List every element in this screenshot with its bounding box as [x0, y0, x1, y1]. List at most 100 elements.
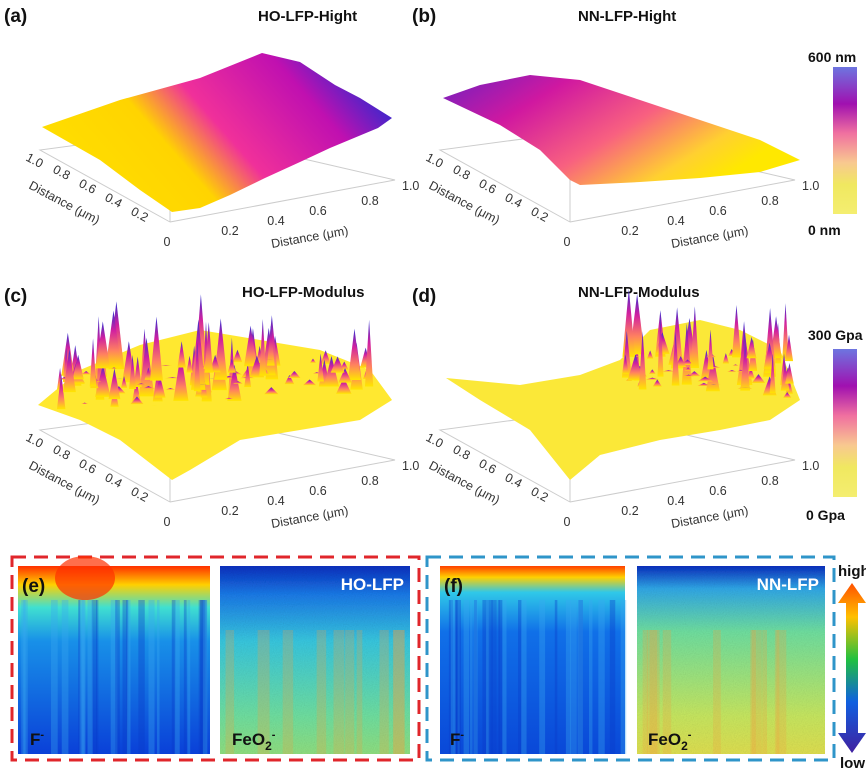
x-tick-label: 1.0	[802, 179, 819, 193]
heatmap-stripe	[175, 600, 180, 754]
x-tick-label: 0.6	[709, 204, 726, 218]
heatmap-stripe	[610, 600, 615, 754]
heatmap-stripe	[345, 630, 354, 754]
ho-lfp-label: HO-LFP	[341, 575, 404, 594]
y-tick-label: 0.4	[103, 470, 125, 491]
heatmap-stripe	[555, 600, 558, 754]
y-tick-label: 0.4	[503, 470, 525, 491]
y-tick-label: 0.4	[103, 190, 125, 211]
heatmap-stripe	[474, 600, 478, 754]
scale-low-label: low	[840, 755, 865, 770]
colorbar1-max-label: 600 nm	[808, 49, 856, 65]
panel-label-c: (c)	[4, 286, 27, 307]
colorbar2-max-label: 300 Gpa	[808, 327, 863, 343]
heatmap-stripe	[518, 600, 521, 754]
x-tick-label: 0.2	[221, 224, 238, 238]
heatmap-stripe	[713, 630, 721, 754]
y-tick-label: 1.0	[24, 150, 46, 171]
x-tick-label: 1.0	[402, 459, 419, 473]
heatmap-stripe	[23, 600, 25, 754]
colorbar-modulus	[833, 349, 857, 497]
x-tick-label: 0.6	[309, 484, 326, 498]
heatmap-stripe	[470, 600, 473, 754]
y-tick-label: 1.0	[424, 150, 446, 171]
y-tick-label: 1.0	[24, 430, 46, 451]
x-tick-label: 0.6	[709, 484, 726, 498]
y-tick-label: 0.2	[529, 204, 551, 225]
nn-lfp-label: NN-LFP	[757, 575, 819, 594]
heatmap-stripe	[317, 630, 326, 754]
y-tick-label: 0.8	[451, 162, 473, 183]
x-tick-label: 0.8	[361, 474, 378, 488]
x-tick-label: 0.2	[621, 504, 638, 518]
panel-label-d: (d)	[412, 286, 436, 307]
surface-c-base	[38, 330, 392, 480]
colorbar1-min-label: 0 nm	[808, 222, 841, 238]
y-tick-label: 0.6	[77, 176, 99, 197]
x-tick-label: 0.4	[667, 214, 684, 228]
heatmap-stripe	[498, 600, 500, 754]
y-tick-label: 0.2	[129, 204, 151, 225]
panel-title-a: HO-LFP-Hight	[258, 8, 357, 25]
heatmap-stripe	[51, 600, 58, 754]
heatmap-stripe	[127, 600, 131, 754]
heatmap-stripe	[762, 630, 767, 754]
heatmap-stripe	[187, 600, 190, 754]
heatmap-stripe	[96, 600, 98, 754]
heatmap-stripe	[502, 600, 506, 754]
heatmap-e-hotspot	[55, 556, 115, 600]
heatmap-stripe	[776, 630, 786, 754]
heatmap-stripe	[539, 600, 545, 754]
y-tick-label: 0.8	[451, 442, 473, 463]
heatmap-stripe	[149, 600, 155, 754]
surface-spike	[90, 338, 97, 386]
heatmap-stripe	[157, 600, 160, 754]
x-tick-label: 0	[164, 235, 171, 249]
surface-b	[443, 75, 800, 185]
panel-title-b: NN-LFP-Hight	[578, 8, 676, 25]
x-tick-label: 0.4	[267, 494, 284, 508]
heatmap-stripe	[570, 600, 577, 754]
heatmap-stripe	[203, 600, 207, 754]
y-tick-label: 0.8	[51, 442, 73, 463]
y-tick-label: 0.6	[77, 456, 99, 477]
y-tick-label: 1.0	[424, 430, 446, 451]
x-tick-label: 0.4	[267, 214, 284, 228]
heatmap-stripe	[566, 600, 571, 754]
heatmap-stripe	[78, 600, 80, 754]
heatmap-stripe	[62, 600, 69, 754]
x-tick-label: 0.2	[621, 224, 638, 238]
heatmap-stripe	[357, 630, 363, 754]
y-tick-label: 0.4	[503, 190, 525, 211]
heatmap-stripe	[464, 600, 470, 754]
x-tick-label: 1.0	[402, 179, 419, 193]
x-tick-label: 0.8	[361, 194, 378, 208]
x-tick-label: 0.4	[667, 494, 684, 508]
x-tick-label: 0	[564, 515, 571, 529]
heatmap-stripe	[200, 600, 202, 754]
heatmap-stripe	[393, 630, 404, 754]
heatmap-stripe	[123, 600, 125, 754]
heatmap-stripe	[88, 600, 93, 754]
y-tick-label: 0.6	[477, 176, 499, 197]
scale-high-label: high	[838, 563, 866, 580]
panel-label-f: (f)	[444, 576, 463, 597]
x-tick-label: 0.2	[221, 504, 238, 518]
heatmap-stripe	[184, 600, 187, 754]
heatmap-stripe	[333, 630, 344, 754]
heatmap-stripe	[380, 630, 389, 754]
surface-spike	[348, 329, 361, 380]
x-tick-label: 0.8	[761, 474, 778, 488]
panel-label-e: (e)	[22, 576, 45, 597]
heatmap-stripe	[578, 600, 583, 754]
x-tick-label: 0.6	[309, 204, 326, 218]
heatmap-stripe	[488, 600, 492, 754]
panel-label-b: (b)	[412, 6, 436, 27]
colorbar-height	[833, 67, 857, 214]
y-tick-label: 0.2	[529, 484, 551, 505]
y-tick-label: 0.6	[477, 456, 499, 477]
heatmap-stripe	[283, 630, 293, 754]
x-tick-label: 1.0	[802, 459, 819, 473]
heatmap-stripe	[750, 630, 761, 754]
